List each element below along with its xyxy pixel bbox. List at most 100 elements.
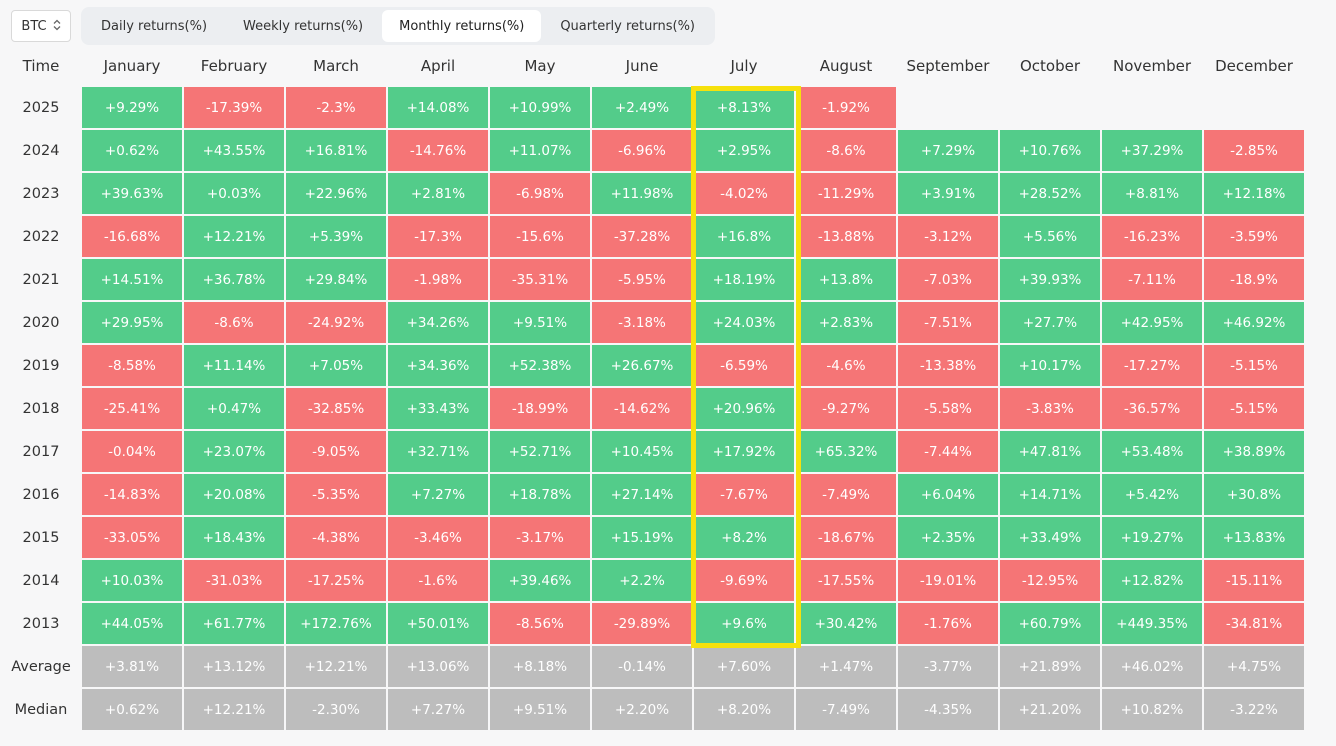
return-cell: -3.17%	[490, 517, 590, 558]
year-label: 2024	[22, 142, 60, 159]
return-cell: -2.85%	[1204, 130, 1304, 171]
return-cell: +47.81%	[1000, 431, 1100, 472]
return-cell: +42.95%	[1102, 302, 1202, 343]
year-row: 2013 +44.05% +61.77% +172.76% +50.01% -8.56% -…	[2, 603, 1304, 644]
return-cell: +27.14%	[592, 474, 692, 515]
stat-cell: +3.81%	[82, 646, 182, 687]
return-cell: +10.76%	[1000, 130, 1100, 171]
return-cell: -8.6%	[796, 130, 896, 171]
stat-cell: +4.75%	[1204, 646, 1304, 687]
year-row: 2016 -14.83% +20.08% -5.35% +7.27% +18.78% +27…	[2, 474, 1304, 515]
return-cell: -9.05%	[286, 431, 386, 472]
return-cell: +29.84%	[286, 259, 386, 300]
year-row: 2017 -0.04% +23.07% -9.05% +32.71% +52.71% +10…	[2, 431, 1304, 472]
return-cell: +13.8%	[796, 259, 896, 300]
return-cell: -11.29%	[796, 173, 896, 214]
stat-cell: -2.30%	[286, 689, 386, 730]
return-cell: -19.01%	[898, 560, 998, 601]
return-cell: +20.08%	[184, 474, 284, 515]
stat-cell: +8.20%	[694, 689, 794, 730]
year-row: 2022 -16.68% +12.21% +5.39% -17.3% -15.6% -37.…	[2, 216, 1304, 257]
chevron-updown-icon	[53, 19, 61, 34]
return-cell: -24.92%	[286, 302, 386, 343]
return-cell: -5.15%	[1204, 388, 1304, 429]
year-label: 2022	[22, 228, 60, 245]
return-cell: -6.59%	[694, 345, 794, 386]
monthly-returns-table: Time January February March April May June Jul…	[0, 45, 1306, 732]
return-cell: -13.88%	[796, 216, 896, 257]
return-cell: +2.35%	[898, 517, 998, 558]
return-cell: -34.81%	[1204, 603, 1304, 644]
stat-cell: +2.20%	[592, 689, 692, 730]
return-cell: +2.81%	[388, 173, 488, 214]
return-cell: +10.45%	[592, 431, 692, 472]
return-cell: -8.58%	[82, 345, 182, 386]
return-cell: -15.6%	[490, 216, 590, 257]
return-cell: -33.05%	[82, 517, 182, 558]
return-cell: +20.96%	[694, 388, 794, 429]
stat-row: Median +0.62% +12.21% -2.30% +7.27% +9.51% +2.…	[2, 689, 1304, 730]
return-cell: +36.78%	[184, 259, 284, 300]
return-cell	[898, 87, 998, 128]
month-header-january: January	[103, 57, 161, 75]
return-cell: -7.44%	[898, 431, 998, 472]
year-label: 2014	[22, 572, 60, 589]
return-cell: -17.55%	[796, 560, 896, 601]
return-cell: +50.01%	[388, 603, 488, 644]
year-label: 2021	[22, 271, 60, 288]
return-cell: -4.02%	[694, 173, 794, 214]
return-cell: +30.42%	[796, 603, 896, 644]
return-cell: -36.57%	[1102, 388, 1202, 429]
year-label: 2015	[22, 529, 60, 546]
return-cell: +9.6%	[694, 603, 794, 644]
year-label: 2017	[22, 443, 60, 460]
return-cell: +5.39%	[286, 216, 386, 257]
return-cell: -29.89%	[592, 603, 692, 644]
return-cell: -17.3%	[388, 216, 488, 257]
return-cell: +34.36%	[388, 345, 488, 386]
tab-quarterly-returns[interactable]: Quarterly returns(%)	[560, 18, 696, 34]
return-cell: +12.82%	[1102, 560, 1202, 601]
corner-label: Time	[22, 57, 60, 75]
month-header-august: August	[819, 57, 873, 75]
stat-cell: -0.14%	[592, 646, 692, 687]
return-cell: -1.76%	[898, 603, 998, 644]
return-cell: +5.56%	[1000, 216, 1100, 257]
year-row: 2023 +39.63% +0.03% +22.96% +2.81% -6.98% +11.…	[2, 173, 1304, 214]
tab-daily-returns[interactable]: Daily returns(%)	[101, 18, 208, 34]
asset-select[interactable]: BTC	[11, 10, 71, 42]
return-cell: +2.83%	[796, 302, 896, 343]
return-cell: -16.68%	[82, 216, 182, 257]
return-cell: +17.92%	[694, 431, 794, 472]
return-cell: +23.07%	[184, 431, 284, 472]
return-cell: +39.63%	[82, 173, 182, 214]
return-cell: +46.92%	[1204, 302, 1304, 343]
return-cell: +37.29%	[1102, 130, 1202, 171]
month-header-february: February	[200, 57, 268, 75]
return-cell: -1.98%	[388, 259, 488, 300]
return-cell: +2.2%	[592, 560, 692, 601]
return-cell: +38.89%	[1204, 431, 1304, 472]
tab-monthly-returns[interactable]: Monthly returns(%)	[382, 10, 542, 42]
return-cell: -5.35%	[286, 474, 386, 515]
return-cell: -9.69%	[694, 560, 794, 601]
year-row: 2015 -33.05% +18.43% -4.38% -3.46% -3.17% +15.…	[2, 517, 1304, 558]
stat-cell: +7.60%	[694, 646, 794, 687]
return-cell: +65.32%	[796, 431, 896, 472]
return-cell: -8.56%	[490, 603, 590, 644]
return-cell: -7.49%	[796, 474, 896, 515]
return-cell: -3.18%	[592, 302, 692, 343]
month-header-may: May	[524, 57, 556, 75]
year-row: 2024 +0.62% +43.55% +16.81% -14.76% +11.07% -6…	[2, 130, 1304, 171]
return-cell: +7.27%	[388, 474, 488, 515]
stat-cell: +0.62%	[82, 689, 182, 730]
stat-cell: +21.20%	[1000, 689, 1100, 730]
tab-weekly-returns[interactable]: Weekly returns(%)	[243, 18, 364, 34]
year-label: 2020	[22, 314, 60, 331]
stat-cell: -3.77%	[898, 646, 998, 687]
year-row: 2019 -8.58% +11.14% +7.05% +34.36% +52.38% +26…	[2, 345, 1304, 386]
return-cell: +12.18%	[1204, 173, 1304, 214]
month-header-july: July	[730, 57, 758, 75]
year-label: 2016	[22, 486, 60, 503]
return-cell: -1.92%	[796, 87, 896, 128]
